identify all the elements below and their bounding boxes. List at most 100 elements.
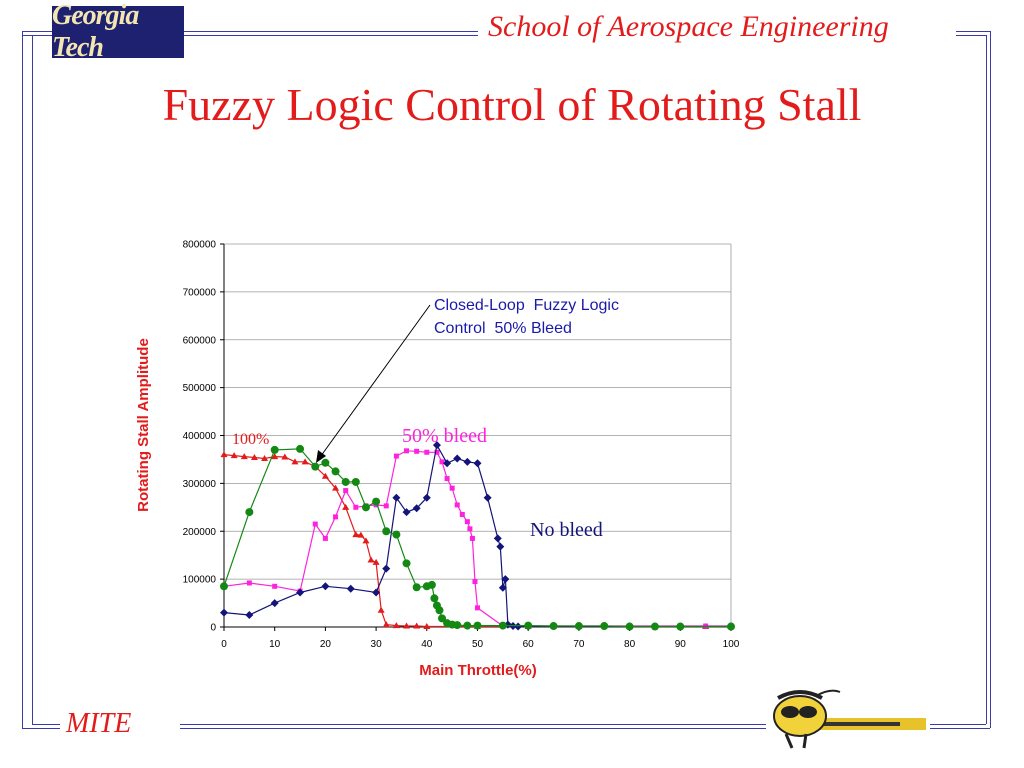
grid-layer — [224, 243, 731, 580]
data-point — [301, 458, 309, 465]
x-tick-label: 100 — [723, 639, 740, 650]
data-point — [404, 448, 410, 454]
data-point — [453, 621, 462, 630]
data-point — [392, 622, 400, 629]
frame-bottom-mid-2 — [180, 728, 766, 729]
data-point — [438, 614, 447, 623]
data-point — [341, 477, 350, 486]
frame-top-mid — [184, 31, 478, 32]
data-point — [362, 537, 370, 544]
data-point — [473, 459, 482, 468]
data-point — [372, 497, 381, 506]
data-point — [432, 441, 441, 450]
data-point — [245, 508, 254, 517]
data-point — [346, 584, 355, 593]
data-point — [296, 444, 305, 453]
data-point — [230, 452, 238, 459]
data-point — [393, 453, 399, 459]
annotation-arrowhead — [316, 450, 326, 463]
annotation-fuzzy-line1: Closed-Loop Fuzzy Logic — [434, 297, 619, 314]
data-point — [625, 622, 634, 631]
frame-top-mid-2 — [184, 35, 478, 36]
data-point — [382, 621, 390, 628]
data-point — [467, 526, 473, 532]
x-tick-label: 60 — [523, 639, 535, 650]
data-point — [331, 467, 340, 476]
x-tick-label: 30 — [371, 639, 383, 650]
data-point — [296, 588, 305, 597]
data-point — [270, 599, 279, 608]
frame-right — [990, 31, 991, 728]
x-tick-label: 90 — [675, 639, 687, 650]
data-point — [402, 559, 411, 568]
data-point — [524, 621, 533, 630]
data-point — [475, 605, 480, 611]
frame-bottom-mid — [180, 724, 766, 725]
data-point — [382, 527, 391, 536]
data-point — [383, 503, 389, 509]
data-point — [352, 531, 360, 538]
data-point — [463, 457, 472, 466]
data-point — [342, 503, 350, 510]
data-point — [549, 622, 558, 631]
frame-top-left — [22, 31, 52, 32]
y-axis-label: Rotating Stall Amplitude — [135, 338, 152, 512]
frame-top-left-2 — [22, 35, 52, 36]
data-point — [498, 583, 507, 592]
data-point — [412, 504, 421, 513]
data-point — [271, 453, 279, 460]
data-point — [454, 502, 460, 508]
data-point — [727, 622, 735, 631]
data-point — [321, 458, 330, 467]
data-point — [220, 582, 228, 591]
data-point — [464, 519, 470, 525]
x-tick-label: 80 — [624, 639, 636, 650]
data-point — [353, 504, 359, 510]
x-axis-label: Main Throttle(%) — [419, 662, 537, 679]
annotation-100: 100% — [232, 431, 269, 448]
data-point — [245, 611, 254, 620]
data-point — [246, 580, 252, 586]
data-point — [434, 449, 440, 455]
data-point — [372, 588, 381, 597]
data-point — [412, 583, 421, 592]
data-point — [351, 477, 360, 486]
data-point — [414, 448, 420, 454]
frame-bottom-right-2 — [930, 728, 990, 729]
y-tick-label: 800000 — [183, 240, 217, 251]
data-point — [501, 575, 510, 584]
x-tick-label: 0 — [221, 639, 227, 650]
data-point — [270, 445, 279, 454]
data-point — [382, 564, 391, 573]
series-line — [223, 454, 731, 628]
x-tick-label: 10 — [269, 639, 281, 650]
data-point — [498, 621, 507, 630]
series-line — [223, 443, 731, 628]
x-tick-label: 20 — [320, 639, 332, 650]
data-point — [422, 493, 431, 502]
footer-label: MITE — [66, 708, 132, 739]
data-point — [361, 503, 370, 512]
data-point — [430, 594, 439, 603]
data-point — [439, 459, 445, 465]
data-point — [423, 623, 431, 630]
data-point — [453, 454, 462, 463]
y-tick-label: 600000 — [183, 335, 217, 346]
annotation-fuzzy-line2: Control 50% Bleed — [434, 320, 572, 337]
annotation-arrow — [317, 304, 431, 461]
series-line — [223, 450, 731, 627]
series-layer — [220, 441, 735, 631]
y-tick-label: 100000 — [183, 575, 217, 586]
data-point — [367, 556, 375, 563]
frame-top-right — [956, 31, 990, 32]
frame-bottom-left-2 — [32, 724, 60, 725]
data-point — [574, 622, 583, 631]
data-point — [332, 484, 340, 491]
data-point — [311, 462, 320, 471]
data-point — [444, 476, 450, 482]
frame-left — [22, 31, 23, 728]
data-point — [472, 579, 478, 585]
data-point — [493, 534, 502, 543]
data-point — [291, 458, 299, 465]
data-point — [240, 453, 248, 460]
